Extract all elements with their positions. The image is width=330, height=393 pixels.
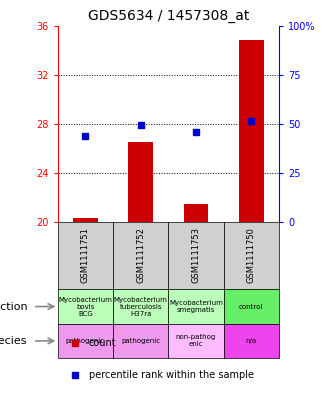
Bar: [224, 324, 279, 358]
Bar: [73, 219, 98, 222]
Bar: [58, 324, 113, 358]
Text: infection: infection: [0, 301, 27, 312]
Text: non-pathog
enic: non-pathog enic: [176, 334, 216, 347]
Text: species: species: [0, 336, 27, 346]
Text: GSM1111753: GSM1111753: [191, 228, 200, 283]
Text: n/a: n/a: [246, 338, 257, 344]
Text: Mycobacterium
smegmatis: Mycobacterium smegmatis: [169, 300, 223, 313]
Bar: [239, 40, 264, 222]
Bar: [128, 142, 153, 222]
Bar: [183, 204, 208, 222]
Text: count: count: [89, 338, 116, 349]
Bar: [113, 324, 168, 358]
Text: GSM1111750: GSM1111750: [247, 228, 256, 283]
Title: GDS5634 / 1457308_at: GDS5634 / 1457308_at: [87, 9, 249, 23]
Bar: [168, 222, 224, 289]
Text: Mycobacterium
tuberculosis
H37ra: Mycobacterium tuberculosis H37ra: [114, 297, 168, 316]
Text: pathogenic: pathogenic: [66, 338, 105, 344]
Text: GSM1111751: GSM1111751: [81, 228, 90, 283]
Bar: [168, 324, 224, 358]
Text: Mycobacterium
bovis
BCG: Mycobacterium bovis BCG: [58, 297, 112, 316]
Text: pathogenic: pathogenic: [121, 338, 160, 344]
Bar: [113, 222, 168, 289]
Bar: [58, 289, 113, 324]
Bar: [224, 222, 279, 289]
Text: percentile rank within the sample: percentile rank within the sample: [89, 370, 254, 380]
Text: GSM1111752: GSM1111752: [136, 228, 145, 283]
Bar: [168, 289, 224, 324]
Text: control: control: [239, 303, 263, 310]
Bar: [113, 289, 168, 324]
Bar: [224, 289, 279, 324]
Bar: [58, 222, 113, 289]
